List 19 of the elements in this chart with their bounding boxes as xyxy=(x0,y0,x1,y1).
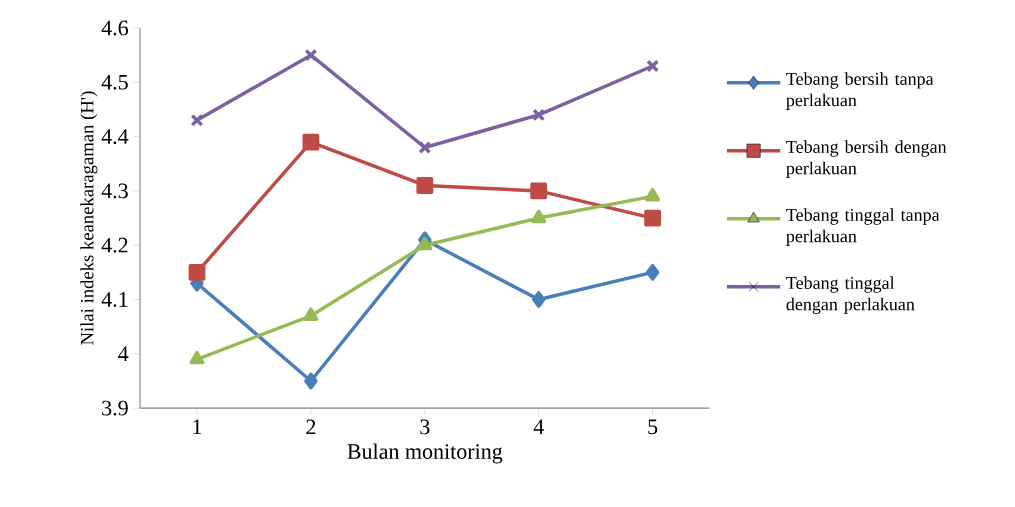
y-tick-label: 4.6 xyxy=(101,20,129,36)
y-tick-label: 4.2 xyxy=(101,237,128,253)
y-axis-title: Nilai indeks keanekaragaman (H') xyxy=(80,91,98,346)
legend-label: Tebang bersih dengan perlakuan xyxy=(786,140,947,179)
x-tick-label: 3 xyxy=(420,419,430,435)
y-tick-label: 4.1 xyxy=(101,292,128,308)
legend-label: Tebang tinggal tanpa perlakuan xyxy=(786,208,940,247)
y-tick-label: 4 xyxy=(118,346,129,362)
y-tick-label: 4.3 xyxy=(101,183,128,199)
legend-label: Tebang tinggal dengan perlakuan xyxy=(786,276,915,315)
x-axis-title: Bulan monitoring xyxy=(347,443,503,464)
y-tick-label: 4.4 xyxy=(101,129,129,145)
y-tick-label: 4.5 xyxy=(101,75,128,90)
x-tick-label: 2 xyxy=(306,419,316,435)
x-tick-label: 5 xyxy=(648,419,658,435)
y-tick-label: 3.9 xyxy=(102,400,128,416)
x-tick-label: 1 xyxy=(193,419,202,435)
legend-label: Tebang bersih tanpa perlakuan xyxy=(786,72,934,111)
x-tick-label: 4 xyxy=(533,419,544,435)
